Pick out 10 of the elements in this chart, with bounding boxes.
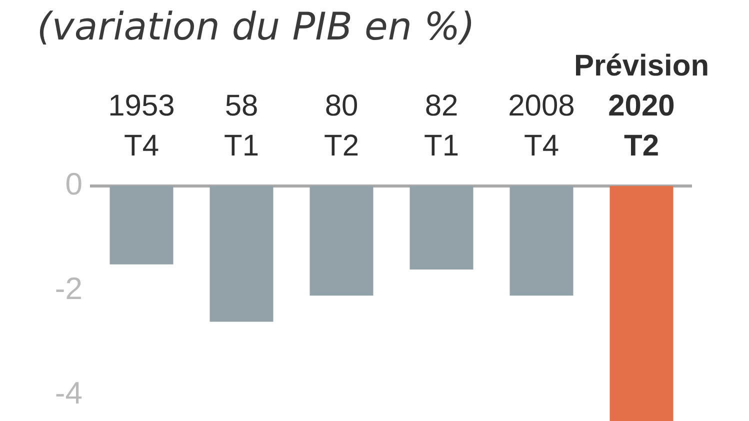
x-tick-label: 2008 T4 [508,89,575,162]
y-tick-label: -4 [54,375,82,410]
x-tick-label: 80 T2 [324,89,360,162]
x-tick-label: 82 T1 [424,89,460,162]
x-tick-label: 58 T1 [224,89,260,162]
y-tick-label: 0 [65,166,82,202]
x-tick-label: 1953 T4 [108,89,175,162]
x-tick-label: Prévision 2020 T2 [574,49,710,162]
y-tick-label: -2 [54,270,82,306]
chart-title: (variation du PIB en %) [37,4,475,49]
